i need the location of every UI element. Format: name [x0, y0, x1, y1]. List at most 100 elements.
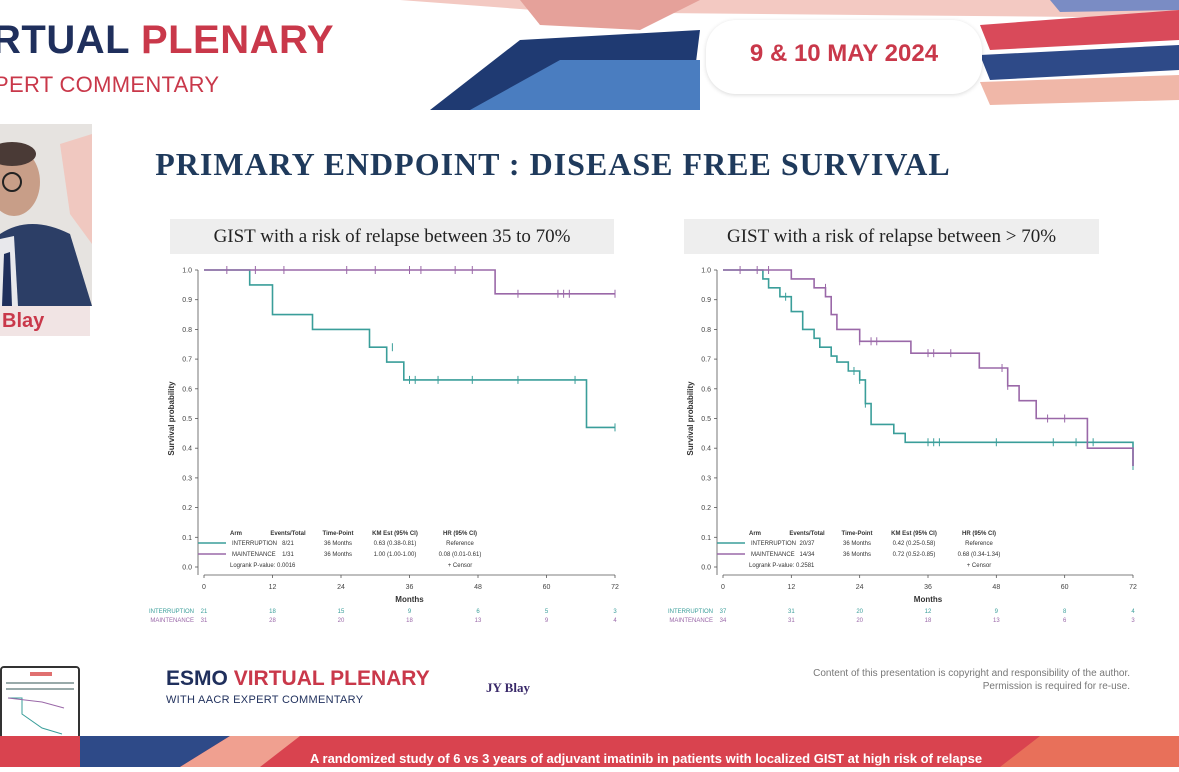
- x-tick-label: 0: [202, 584, 206, 591]
- y-tick-label: 0.5: [182, 416, 192, 423]
- event-title: RTUAL PLENARY: [0, 18, 334, 63]
- legend-cell: MAINTENANCE: [232, 552, 276, 558]
- footer-logo: ESMO VIRTUAL PLENARY: [166, 667, 430, 691]
- x-tick-label: 60: [543, 584, 551, 591]
- x-axis-label: Months: [914, 595, 943, 604]
- y-tick-label: 0.8: [701, 327, 711, 334]
- legend-cell: INTERRUPTION: [751, 541, 796, 547]
- y-tick-label: 0.7: [701, 357, 711, 364]
- legend-header: Events/Total: [270, 531, 306, 537]
- risk-count: 34: [720, 618, 727, 624]
- risk-count: 15: [338, 609, 345, 615]
- footer-logo-subtitle: WITH AACR EXPERT COMMENTARY: [166, 694, 364, 706]
- risk-row-label: INTERRUPTION: [149, 609, 194, 615]
- y-tick-label: 0.2: [182, 505, 192, 512]
- y-tick-label: 0.8: [182, 327, 192, 334]
- y-tick-label: 0.0: [701, 565, 711, 572]
- x-tick-label: 24: [856, 584, 864, 591]
- copyright-line-2: Permission is required for re-use.: [982, 681, 1130, 692]
- legend-header: KM Est (95% CI): [372, 531, 418, 537]
- y-tick-label: 0.5: [701, 416, 711, 423]
- risk-count: 9: [408, 609, 412, 615]
- legend-header: Arm: [230, 531, 242, 537]
- risk-count: 20: [856, 609, 863, 615]
- legend-header: Events/Total: [789, 531, 825, 537]
- speaker-video[interactable]: [0, 124, 92, 306]
- risk-count: 37: [720, 609, 727, 615]
- risk-count: 4: [1131, 609, 1135, 615]
- legend-cell: 36 Months: [843, 541, 871, 547]
- y-axis-label: Survival probability: [686, 381, 695, 456]
- event-date: 9 & 10 MAY 2024: [749, 40, 939, 67]
- risk-count: 18: [269, 609, 276, 615]
- y-tick-label: 0.6: [182, 386, 192, 393]
- left-panel-title: GIST with a risk of relapse between 35 t…: [213, 226, 571, 247]
- risk-count: 31: [788, 618, 795, 624]
- risk-count: 9: [545, 618, 549, 624]
- x-tick-label: 60: [1061, 584, 1069, 591]
- risk-count: 6: [1063, 618, 1067, 624]
- censor-legend: + Censor: [448, 563, 473, 569]
- km-line-maintenance: [204, 269, 615, 295]
- risk-count: 20: [338, 618, 345, 624]
- risk-count: 8: [1063, 609, 1067, 615]
- y-tick-label: 0.1: [701, 535, 711, 542]
- y-tick-label: 0.9: [701, 297, 711, 304]
- footer-logo-part1: ESMO: [166, 667, 228, 690]
- y-tick-label: 0.3: [701, 475, 711, 482]
- y-axis-label: Survival probability: [167, 381, 176, 456]
- legend-cell: 0.42 (0.25-0.58): [893, 541, 936, 547]
- y-tick-label: 0.7: [182, 357, 192, 364]
- legend-cell: MAINTENANCE: [751, 552, 795, 558]
- risk-count: 18: [406, 618, 413, 624]
- censor-legend: + Censor: [967, 563, 992, 569]
- legend-header: HR (95% CI): [962, 531, 996, 537]
- legend-header: Time-Point: [842, 531, 873, 537]
- legend-cell: INTERRUPTION: [232, 541, 277, 547]
- y-tick-label: 0.9: [182, 297, 192, 304]
- risk-count: 13: [993, 618, 1000, 624]
- banner-decoration: [400, 0, 1179, 110]
- y-tick-label: 0.4: [182, 446, 192, 453]
- x-tick-label: 0: [721, 584, 725, 591]
- km-line-interruption: [204, 269, 615, 429]
- speaker-silhouette: [0, 124, 92, 306]
- x-tick-label: 36: [406, 584, 414, 591]
- y-tick-label: 0.3: [182, 475, 192, 482]
- event-title-part2: PLENARY: [140, 18, 335, 62]
- km-line-maintenance: [723, 269, 1134, 466]
- legend-cell: 0.63 (0.38-0.81): [374, 541, 417, 547]
- logrank-pvalue: Logrank P-value: 0.2581: [749, 563, 815, 569]
- x-tick-label: 48: [992, 584, 1000, 591]
- legend-header: Time-Point: [323, 531, 354, 537]
- x-axis-label: Months: [395, 595, 424, 604]
- legend-cell: 1/31: [282, 552, 294, 558]
- x-tick-label: 12: [787, 584, 795, 591]
- legend-header: KM Est (95% CI): [891, 531, 937, 537]
- risk-row-label: MAINTENANCE: [150, 618, 194, 624]
- bottom-band: [0, 736, 1179, 767]
- x-tick-label: 12: [269, 584, 277, 591]
- x-tick-label: 36: [924, 584, 932, 591]
- y-tick-label: 1.0: [182, 268, 192, 275]
- bottom-band-decoration: [0, 736, 1179, 767]
- risk-count: 3: [613, 609, 617, 615]
- legend-cell: 8/21: [282, 541, 294, 547]
- y-tick-label: 0.4: [701, 446, 711, 453]
- legend-cell: 20/37: [799, 541, 815, 547]
- legend-cell: 1.00 (1.00-1.00): [374, 552, 417, 558]
- y-tick-label: 0.6: [701, 386, 711, 393]
- date-pill: [706, 20, 982, 94]
- y-tick-label: 1.0: [701, 268, 711, 275]
- header-banner: [0, 0, 1179, 112]
- event-title-part1: RTUAL: [0, 18, 130, 62]
- speaker-name-bar: [0, 306, 90, 336]
- km-line-interruption: [723, 269, 1134, 466]
- legend-cell: 36 Months: [843, 552, 871, 558]
- x-tick-label: 48: [474, 584, 482, 591]
- footer-logo-part2: VIRTUAL PLENARY: [233, 667, 430, 690]
- risk-count: 5: [545, 609, 549, 615]
- x-tick-label: 72: [611, 584, 619, 591]
